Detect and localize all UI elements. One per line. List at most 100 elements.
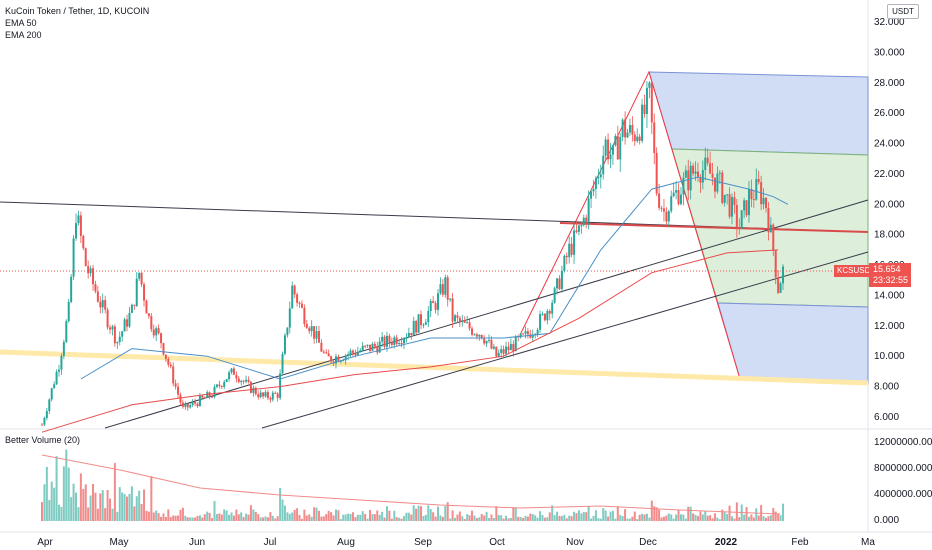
volume-bar[interactable]: [291, 512, 294, 521]
candle-body[interactable]: [733, 197, 736, 205]
volume-bar[interactable]: [648, 517, 651, 521]
volume-bar[interactable]: [337, 510, 340, 521]
volume-bar[interactable]: [514, 507, 517, 521]
volume-bar[interactable]: [750, 514, 753, 521]
volume-bar[interactable]: [223, 509, 226, 521]
volume-bar[interactable]: [730, 516, 733, 521]
candle-body[interactable]: [395, 337, 398, 345]
candle-body[interactable]: [155, 328, 158, 336]
candle-body[interactable]: [713, 177, 716, 192]
volume-bar[interactable]: [94, 492, 97, 521]
volume-bar[interactable]: [529, 513, 532, 521]
volume-bar[interactable]: [206, 511, 209, 521]
volume-bar[interactable]: [582, 511, 585, 521]
volume-bar[interactable]: [315, 507, 318, 521]
volume-bar[interactable]: [526, 516, 529, 521]
candle-body[interactable]: [728, 194, 731, 217]
candle-body[interactable]: [62, 342, 65, 356]
volume-bar[interactable]: [512, 507, 515, 521]
ema200-line[interactable]: [41, 249, 779, 433]
volume-bar[interactable]: [60, 506, 63, 521]
candle-body[interactable]: [570, 243, 573, 255]
candle-body[interactable]: [264, 392, 267, 397]
candle-body[interactable]: [213, 386, 216, 397]
volume-bar[interactable]: [573, 511, 576, 521]
volume-bar[interactable]: [43, 484, 46, 521]
candle-body[interactable]: [368, 344, 371, 351]
candle-body[interactable]: [667, 211, 670, 222]
candle-body[interactable]: [400, 343, 403, 345]
candle-body[interactable]: [385, 335, 388, 347]
candle-body[interactable]: [522, 333, 525, 335]
volume-bar[interactable]: [339, 519, 342, 521]
candle-body[interactable]: [274, 392, 277, 394]
volume-bar[interactable]: [407, 512, 410, 521]
candle-body[interactable]: [624, 119, 627, 138]
volume-bar[interactable]: [733, 518, 736, 521]
volume-bar[interactable]: [689, 506, 692, 521]
volume-bar[interactable]: [242, 517, 245, 521]
candle-body[interactable]: [723, 194, 726, 203]
volume-bar[interactable]: [305, 515, 308, 521]
volume-bar[interactable]: [72, 483, 75, 521]
candle-body[interactable]: [539, 314, 542, 330]
volume-bar[interactable]: [670, 514, 673, 521]
volume-bar[interactable]: [157, 513, 160, 521]
candle-body[interactable]: [607, 139, 610, 160]
volume-bar[interactable]: [502, 518, 505, 521]
volume-bar[interactable]: [723, 511, 726, 521]
volume-bar[interactable]: [616, 506, 619, 521]
volume-bar[interactable]: [317, 510, 320, 521]
volume-bar[interactable]: [155, 510, 158, 521]
candle-body[interactable]: [96, 291, 99, 302]
candle-body[interactable]: [293, 285, 296, 295]
volume-bar[interactable]: [106, 490, 109, 521]
volume-bar[interactable]: [398, 517, 401, 521]
candle-body[interactable]: [641, 104, 644, 141]
candle-body[interactable]: [568, 243, 571, 258]
volume-bar[interactable]: [118, 487, 121, 521]
volume-bar[interactable]: [286, 512, 289, 521]
volume-bar[interactable]: [577, 510, 580, 521]
candle-body[interactable]: [143, 284, 146, 301]
candle-body[interactable]: [75, 223, 78, 239]
candle-body[interactable]: [782, 266, 784, 284]
volume-bar[interactable]: [677, 510, 680, 521]
volume-bar[interactable]: [607, 516, 610, 521]
candle-body[interactable]: [407, 332, 410, 338]
volume-bar[interactable]: [463, 518, 466, 521]
candle-body[interactable]: [232, 368, 235, 375]
candle-body[interactable]: [721, 172, 724, 203]
candle-body[interactable]: [621, 119, 624, 137]
candle-body[interactable]: [454, 315, 457, 322]
candle-body[interactable]: [531, 334, 534, 338]
candle-body[interactable]: [458, 317, 461, 322]
volume-bar[interactable]: [711, 518, 714, 521]
candle-body[interactable]: [50, 388, 53, 400]
volume-bar[interactable]: [580, 513, 583, 521]
candle-body[interactable]: [709, 163, 712, 174]
candle-body[interactable]: [252, 387, 255, 393]
candle-body[interactable]: [716, 173, 719, 192]
candle-body[interactable]: [298, 302, 301, 304]
volume-bar[interactable]: [177, 515, 180, 521]
volume-bar[interactable]: [252, 509, 255, 521]
volume-bar[interactable]: [507, 518, 510, 521]
candle-body[interactable]: [281, 353, 284, 374]
volume-bar[interactable]: [220, 514, 223, 521]
volume-bar[interactable]: [500, 515, 503, 521]
candle-body[interactable]: [529, 334, 532, 338]
volume-bar[interactable]: [371, 514, 374, 521]
volume-bar[interactable]: [679, 514, 682, 521]
volume-bar[interactable]: [568, 515, 571, 521]
volume-bar[interactable]: [77, 507, 80, 521]
candle-body[interactable]: [310, 326, 313, 332]
candle-body[interactable]: [653, 122, 656, 154]
volume-bar[interactable]: [553, 515, 556, 521]
candle-body[interactable]: [361, 345, 364, 351]
candle-body[interactable]: [415, 320, 418, 333]
candle-body[interactable]: [60, 355, 63, 370]
candle-body[interactable]: [196, 403, 199, 407]
candle-body[interactable]: [417, 314, 420, 333]
candle-body[interactable]: [437, 293, 440, 310]
